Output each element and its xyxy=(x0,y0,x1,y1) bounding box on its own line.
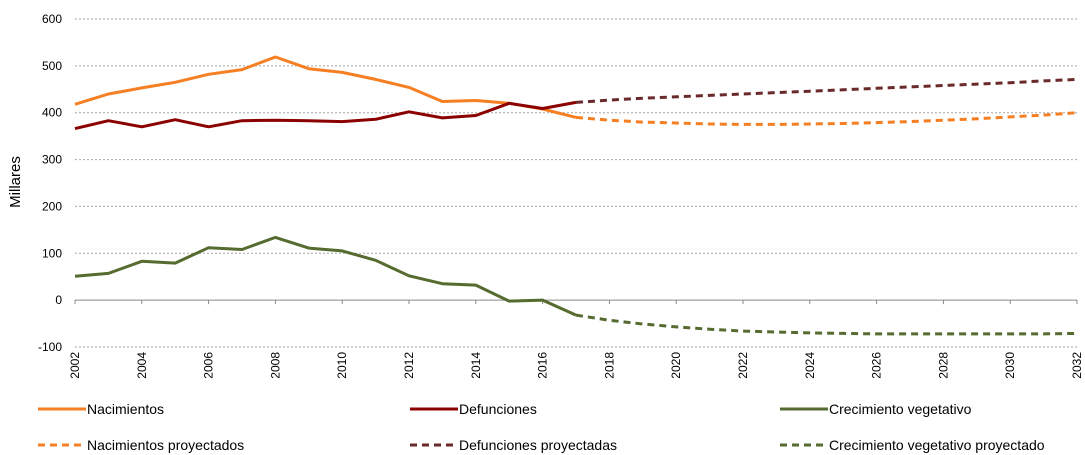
y-tick-label: 0 xyxy=(55,293,62,307)
series-line-6 xyxy=(575,313,1078,336)
x-axis-ticks: 2002 2004 2006 2008 2010 2012 2014 2016 2018 2020… xyxy=(68,300,1084,379)
x-tick-label: 2012 xyxy=(402,352,416,379)
y-axis-ticks: -100 0 100 200 300 400 500 600 xyxy=(38,12,62,354)
legend: Nacimientos Defunciones Crecimiento vegeta… xyxy=(38,401,1045,453)
x-tick-label: 2016 xyxy=(536,352,550,379)
y-tick-label: -100 xyxy=(38,340,62,354)
y-tick-label: 300 xyxy=(42,153,62,167)
x-tick-label: 2030 xyxy=(1003,352,1017,379)
x-tick-label: 2024 xyxy=(803,352,817,379)
x-tick-label: 2026 xyxy=(870,352,884,379)
legend-label: Defunciones proyectadas xyxy=(459,437,617,453)
legend-label: Nacimientos proyectados xyxy=(87,437,244,453)
series-line-1 xyxy=(74,55,577,119)
y-tick-label: 600 xyxy=(42,12,62,26)
y-tick-label: 500 xyxy=(42,59,62,73)
x-tick-label: 2032 xyxy=(1070,352,1084,379)
x-tick-label: 2018 xyxy=(602,352,616,379)
legend-label: Crecimiento vegetativo proyectado xyxy=(829,437,1045,453)
series-line-3 xyxy=(74,235,577,317)
x-tick-label: 2002 xyxy=(68,352,82,379)
y-tick-label: 100 xyxy=(42,246,62,260)
x-tick-label: 2010 xyxy=(335,352,349,379)
x-tick-label: 2006 xyxy=(202,352,216,379)
series-lines xyxy=(74,55,1078,336)
legend-label: Defunciones xyxy=(459,401,537,417)
x-tick-label: 2004 xyxy=(135,352,149,379)
y-tick-label: 400 xyxy=(42,106,62,120)
gridlines xyxy=(75,18,1077,348)
x-tick-label: 2014 xyxy=(469,352,483,379)
x-tick-label: 2008 xyxy=(268,352,282,379)
legend-label: Nacimientos xyxy=(87,401,164,417)
series-line-2 xyxy=(74,100,577,131)
legend-label: Crecimiento vegetativo xyxy=(829,401,972,417)
y-tick-label: 200 xyxy=(42,199,62,213)
series-line-5 xyxy=(575,77,1078,104)
series-line-4 xyxy=(575,111,1078,126)
x-tick-label: 2020 xyxy=(669,352,683,379)
x-tick-label: 2022 xyxy=(736,352,750,379)
y-axis-label: Millares xyxy=(7,156,24,208)
x-tick-label: 2028 xyxy=(936,352,950,379)
